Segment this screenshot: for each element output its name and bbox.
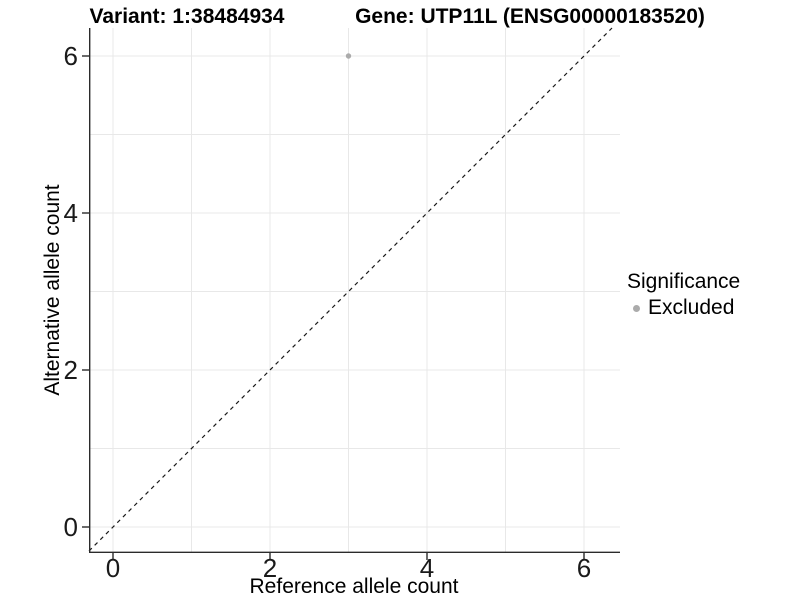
y-axis-title: Alternative allele count [41,184,64,396]
gene-title: Gene: UTP11L (ENSG00000183520) [355,5,705,28]
y-tick-label: 4 [63,198,78,228]
x-axis-title: Reference allele count [249,575,459,598]
legend-title: Significance [627,270,741,293]
plot-panel [82,27,620,560]
x-tick-label: 4 [419,553,435,583]
x-tick-label: 0 [105,553,121,583]
y-tick-label: 6 [63,41,78,71]
data-point [345,53,352,59]
legend-point-icon [633,304,640,312]
variant-title: Variant: 1:38484934 [89,5,285,28]
identity-line [88,27,613,552]
x-tick-label: 2 [262,553,278,583]
legend: Significance Excluded [627,270,740,320]
legend-item-label: Excluded [648,296,735,319]
y-tick-label: 2 [63,355,78,385]
x-tick-label: 6 [576,553,592,583]
y-tick-label: 0 [63,512,78,542]
legend-item-excluded: Excluded [627,296,740,320]
plot-canvas [82,27,620,560]
